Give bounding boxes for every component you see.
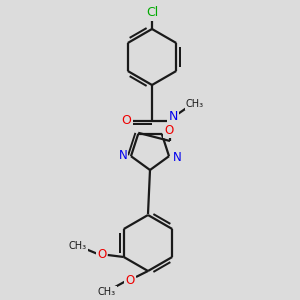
Text: CH₃: CH₃ — [69, 241, 87, 251]
Text: N: N — [118, 149, 127, 162]
Text: N: N — [168, 110, 178, 122]
Text: CH₃: CH₃ — [98, 287, 116, 297]
Text: O: O — [125, 274, 135, 287]
Text: N: N — [172, 151, 182, 164]
Text: CH₃: CH₃ — [186, 99, 204, 109]
Text: O: O — [164, 124, 173, 137]
Text: Cl: Cl — [146, 7, 158, 20]
Text: O: O — [121, 115, 131, 128]
Text: O: O — [97, 248, 106, 260]
